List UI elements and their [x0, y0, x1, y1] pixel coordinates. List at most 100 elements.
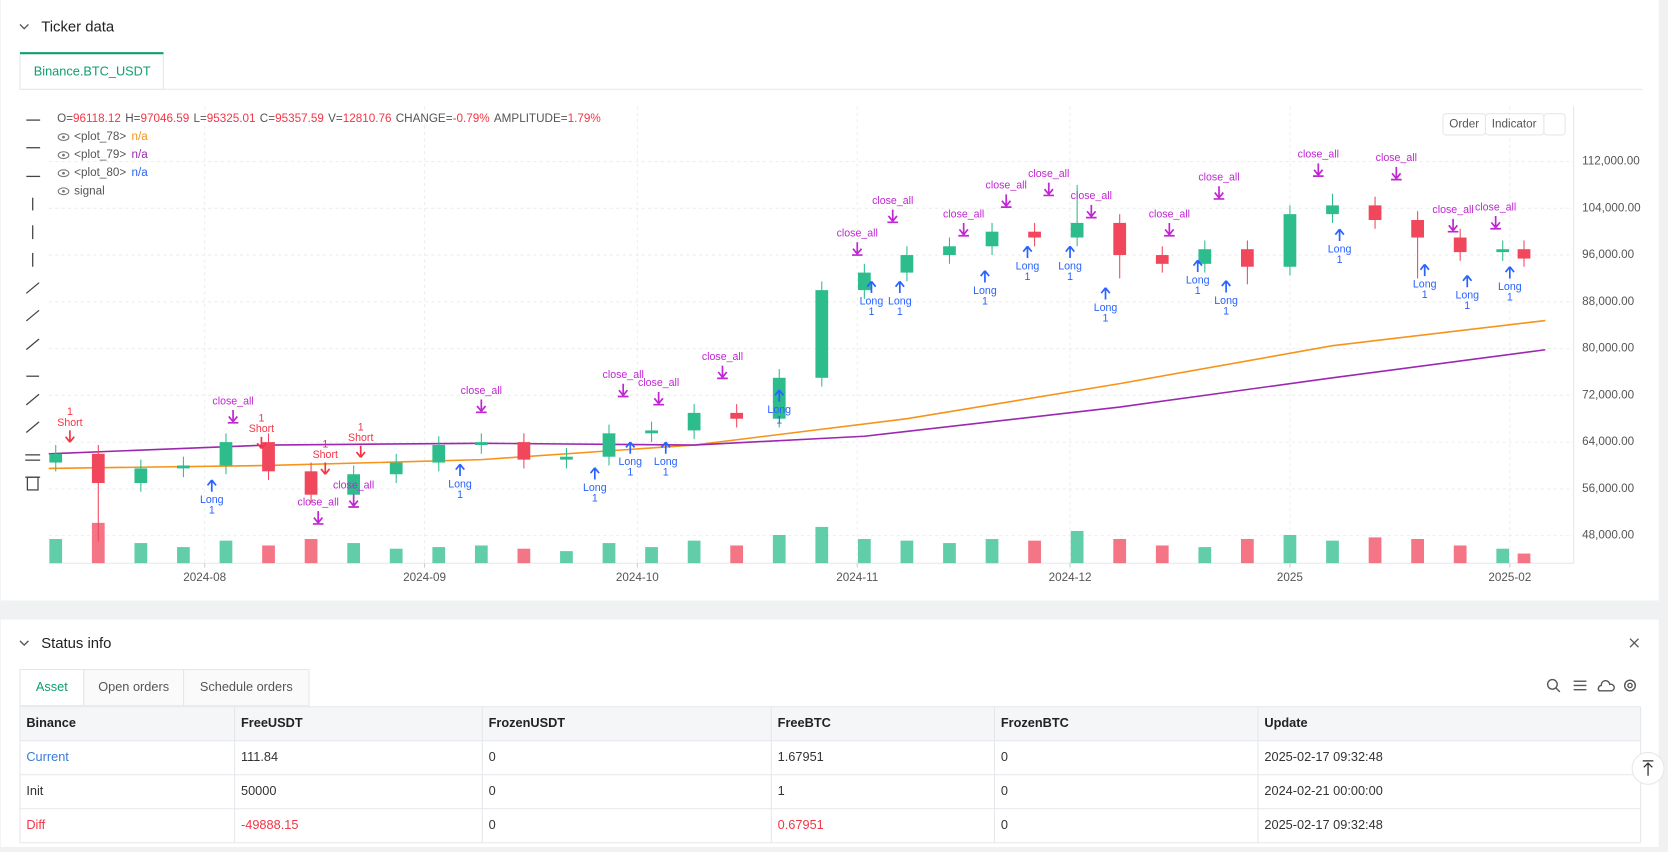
volume-bar [1453, 545, 1467, 564]
legend-value: 95325.01 [207, 112, 256, 125]
column-header: FrozenBTC [1001, 715, 1069, 730]
long-arrow [625, 441, 636, 454]
legend-key: AMPLITUDE= [494, 112, 568, 125]
visibility-icon[interactable] [57, 133, 70, 142]
close-label: close_all [872, 195, 913, 207]
legend-value: 97046.59 [140, 112, 189, 125]
long-qty: 1 [982, 295, 988, 307]
long-qty: 1 [1464, 300, 1470, 312]
volume-bar [1411, 539, 1424, 564]
long-label: Long [1498, 281, 1522, 293]
table-cell: 0 [1001, 749, 1008, 764]
long-label: Long [1214, 295, 1238, 307]
visibility-icon[interactable] [57, 151, 70, 160]
long-label: Long [1328, 243, 1352, 255]
legend-value: 95357.59 [275, 112, 324, 125]
long-arrow [1192, 259, 1203, 273]
candle-body [730, 412, 744, 419]
long-label: Long [448, 478, 472, 490]
short-qty: 1 [67, 406, 73, 418]
long-arrow [1419, 263, 1430, 277]
long-label: Long [1455, 290, 1479, 302]
close-label: close_all [1376, 152, 1417, 164]
long-label: Long [860, 295, 884, 307]
tab[interactable] [183, 668, 310, 707]
long-qty: 1 [1337, 254, 1343, 266]
legend-key: CHANGE= [396, 112, 453, 125]
table-cell: 0 [489, 817, 496, 832]
legend-value: 1.79% [568, 112, 601, 125]
volume-bar [1517, 553, 1531, 564]
visibility-icon-pupil [62, 189, 65, 193]
tab-label[interactable]: Binance.BTC_USDT [34, 64, 151, 79]
tab-label[interactable]: Schedule orders [200, 679, 293, 694]
tab-label[interactable]: Asset [36, 679, 68, 694]
volume-bar [730, 545, 744, 564]
short-arrow [65, 430, 75, 443]
long-arrow [660, 441, 671, 454]
legend-key: V= [328, 112, 343, 125]
volume-bar [177, 547, 190, 564]
candle-body [432, 445, 446, 463]
long-qty: 1 [1103, 312, 1109, 324]
close-label: close_all [702, 351, 743, 363]
order-button-label[interactable]: Order [1449, 117, 1479, 130]
long-label: Long [1413, 278, 1437, 290]
legend-key: C= [260, 112, 275, 125]
short-qty: 1 [322, 438, 328, 450]
plot-value: n/a [131, 130, 148, 143]
close-label: close_all [1149, 208, 1190, 220]
long-arrow [866, 280, 877, 294]
candle-body [1198, 249, 1212, 264]
long-arrow [894, 280, 905, 294]
collapse-icon[interactable] [19, 23, 29, 30]
table-tools[interactable] [1546, 678, 1636, 693]
table-cell: Init [26, 783, 43, 798]
close-arrow [1086, 204, 1097, 219]
table-cell: 0.67951 [778, 817, 824, 832]
x-tick-label: 2024-09 [403, 571, 446, 584]
table-cell[interactable]: Current [26, 749, 69, 764]
table-cell: 0 [489, 749, 496, 764]
volume-bar [1155, 545, 1169, 564]
table-cell: 1.67951 [778, 749, 824, 764]
table-cell: 0 [1001, 783, 1008, 798]
short-label: Short [313, 449, 338, 461]
plot-legend: <plot_79> n/a [74, 148, 148, 161]
long-label: Long [767, 404, 791, 416]
y-tick-label: 112,000.00 [1582, 155, 1640, 168]
visibility-icon[interactable] [57, 187, 70, 196]
plot-name: signal [74, 184, 105, 197]
ohlc-legend: O=96118.12 H=97046.59 L=95325.01 C=95357.59… [57, 112, 601, 125]
volume-bar [772, 534, 786, 564]
long-qty: 1 [663, 467, 669, 479]
long-qty: 1 [776, 415, 782, 427]
y-tick-label: 64,000.00 [1582, 435, 1634, 448]
tab[interactable] [19, 52, 164, 90]
fullscreen-button[interactable] [1543, 113, 1566, 136]
visibility-icon[interactable] [57, 169, 70, 178]
x-tick-label: 2024-10 [616, 571, 659, 584]
plot-name: <plot_79> [74, 148, 126, 161]
short-qty: 1 [258, 413, 264, 425]
tab[interactable] [19, 668, 85, 707]
expand-icon[interactable] [1629, 638, 1639, 648]
close-label: close_all [837, 228, 878, 240]
indicator-line [48, 348, 1546, 455]
short-label: Short [348, 432, 373, 444]
tab-label[interactable]: Open orders [98, 679, 169, 694]
volume-bar [1241, 539, 1254, 564]
candle-body [304, 471, 318, 495]
indicator-button-label[interactable]: Indicator [1492, 117, 1537, 130]
table-cell: 2024-02-21 00:00:00 [1264, 783, 1382, 798]
indicator-line [48, 319, 1546, 470]
candle-body [857, 272, 871, 291]
volume-bar [389, 548, 403, 564]
candle-body [134, 468, 148, 484]
table-cell: 50000 [241, 783, 276, 798]
volume-bar [560, 551, 573, 564]
legend-value: 12810.76 [343, 112, 392, 125]
column-header: FrozenUSDT [489, 715, 566, 730]
x-tick-label: 2024-12 [1049, 571, 1092, 584]
collapse-icon[interactable] [19, 640, 29, 647]
